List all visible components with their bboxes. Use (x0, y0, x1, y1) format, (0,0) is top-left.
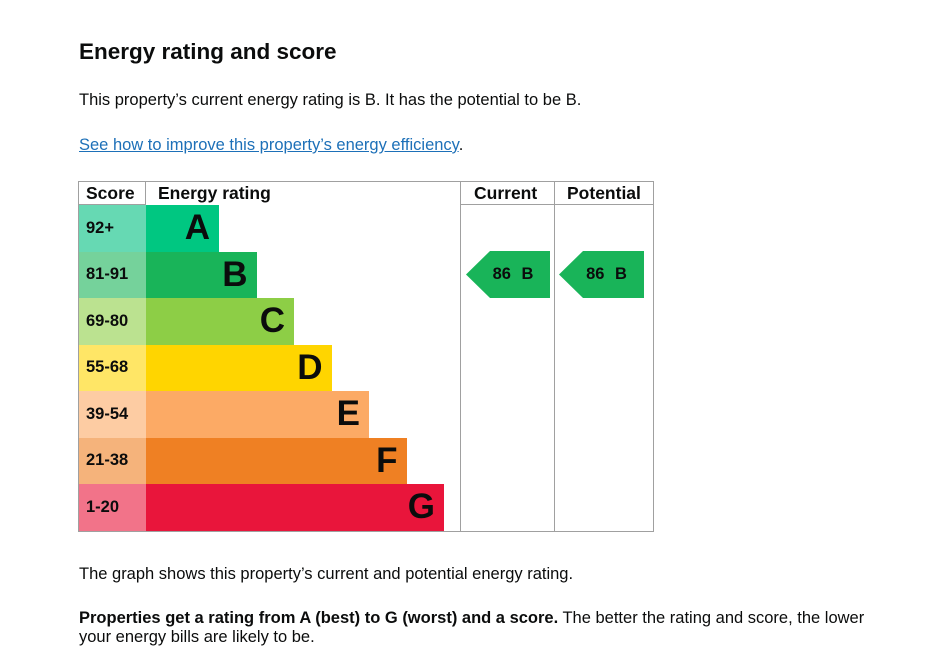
band-c-score: 69-80 (79, 298, 146, 345)
link-trailing-period: . (458, 136, 464, 154)
energy-rating-graph: Score Energy rating Current Potential 92… (78, 181, 654, 532)
band-b-bar: B (146, 251, 257, 298)
score-header-rule (78, 204, 146, 205)
rating-explanation: Properties get a rating from A (best) to… (79, 609, 879, 647)
band-a-score: 92+ (79, 205, 146, 252)
graph-frame (78, 181, 654, 532)
current-column-divider (460, 181, 461, 532)
columns-header-rule (461, 204, 653, 205)
band-b-score: 81-91 (79, 251, 146, 298)
band-f-score: 21-38 (79, 437, 146, 484)
graph-note: The graph shows this property’s current … (79, 565, 574, 583)
page-title: Energy rating and score (79, 39, 337, 64)
potential-header: Potential (567, 183, 641, 203)
band-d-bar: D (146, 344, 332, 391)
band-e-score: 39-54 (79, 391, 146, 438)
score-header: Score (86, 183, 135, 203)
band-g-bar: G (146, 484, 444, 531)
band-e-bar: E (146, 391, 369, 438)
energy-rating-header: Energy rating (158, 183, 271, 203)
band-f-bar: F (146, 437, 407, 484)
rating-summary: This property’s current energy rating is… (79, 91, 582, 109)
current-header: Current (474, 183, 538, 203)
band-c-bar: C (146, 298, 294, 345)
potential-column-divider (554, 181, 555, 532)
rating-explanation-rest: The better the rating and score, the low… (79, 609, 865, 646)
improve-efficiency-link[interactable]: See how to improve this property’s energ… (79, 136, 459, 154)
improve-paragraph: See how to improve this property’s energ… (79, 136, 463, 155)
band-g-score: 1-20 (79, 484, 146, 531)
band-d-score: 55-68 (79, 344, 146, 391)
rating-explanation-bold: Properties get a rating from A (best) to… (79, 609, 559, 627)
band-a-bar: A (146, 205, 219, 252)
